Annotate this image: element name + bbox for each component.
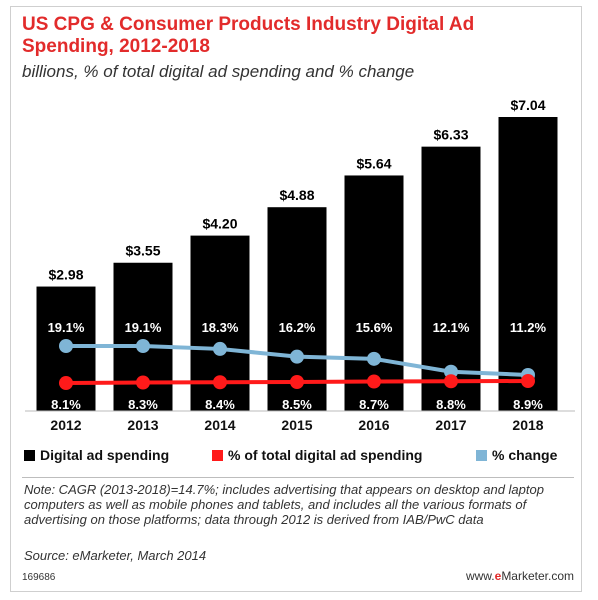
chart-title: US CPG & Consumer Products Industry Digi…: [22, 14, 475, 57]
legend-label-spending: Digital ad spending: [40, 447, 170, 463]
change-label-2014: 18.3%: [202, 320, 239, 335]
divider: [22, 477, 574, 478]
change-label-2018: 11.2%: [510, 320, 547, 335]
share-point-2014: [213, 375, 227, 390]
share-point-2018: [521, 374, 535, 388]
change-label-2012: 19.1%: [48, 320, 85, 335]
chart-id: 169686: [22, 572, 56, 583]
share-point-2012: [59, 376, 73, 390]
bar-2018: [498, 117, 558, 411]
brand-rest: Marketer.com: [501, 569, 574, 583]
legend-item-spending: Digital ad spending: [24, 447, 169, 463]
change-label-2017: 12.1%: [433, 320, 470, 335]
chart-note: Note: CAGR (2013-2018)=14.7%; includes a…: [24, 482, 544, 527]
change-point-2015: [290, 349, 304, 364]
change-label-2016: 15.6%: [356, 320, 393, 335]
share-label-2013: 8.3%: [128, 397, 158, 412]
legend-swatch-change: [476, 449, 487, 461]
legend-swatch-spending: [24, 449, 35, 461]
bar-value-label-2017: $6.33: [433, 127, 468, 143]
x-tick-2014: 2014: [204, 417, 235, 433]
chart-plot: $2.98 19.1% 8.1% $3.55 19.1% 8.3% $4.20 18.3% 8.…: [25, 97, 575, 433]
share-point-2015: [290, 375, 304, 389]
bar-value-label-2012: $2.98: [48, 267, 83, 283]
x-tick-2013: 2013: [127, 417, 158, 433]
x-tick-2018: 2018: [512, 417, 543, 433]
legend-swatch-share: [212, 449, 223, 461]
share-label-2017: 8.8%: [436, 397, 466, 412]
legend-label-change: % change: [492, 447, 558, 463]
x-tick-2017: 2017: [435, 417, 466, 433]
chart-source: Source: eMarketer, March 2014: [24, 548, 207, 563]
change-label-2013: 19.1%: [125, 320, 162, 335]
brand-em: e: [494, 569, 502, 583]
share-point-2016: [367, 374, 381, 389]
chart-legend: Digital ad spending % of total digital a…: [24, 447, 584, 465]
x-tick-2016: 2016: [358, 417, 389, 433]
bar-value-label-2014: $4.20: [202, 216, 237, 232]
bar-value-label-2015: $4.88: [279, 187, 314, 203]
x-tick-2012: 2012: [50, 417, 81, 433]
brand-link[interactable]: www.eMarketer.com: [466, 569, 574, 583]
share-label-2014: 8.4%: [205, 397, 235, 412]
legend-item-share: % of total digital ad spending: [212, 447, 422, 463]
change-point-2013: [136, 339, 150, 353]
bar-value-label-2016: $5.64: [356, 155, 391, 171]
legend-label-share: % of total digital ad spending: [228, 447, 423, 463]
share-point-2013: [136, 375, 150, 390]
share-label-2018: 8.9%: [513, 397, 543, 412]
share-label-2012: 8.1%: [51, 397, 81, 412]
legend-item-change: % change: [476, 447, 557, 463]
share-label-2016: 8.7%: [359, 397, 389, 412]
x-tick-2015: 2015: [281, 417, 312, 433]
change-point-2012: [59, 339, 73, 353]
bar-value-label-2013: $3.55: [125, 243, 160, 259]
share-point-2017: [444, 374, 458, 389]
change-label-2015: 16.2%: [279, 320, 316, 335]
bar-value-label-2018: $7.04: [510, 97, 545, 113]
bar-2016: [344, 175, 404, 411]
change-point-2016: [367, 351, 381, 366]
brand-prefix: www.: [465, 569, 495, 583]
share-label-2015: 8.5%: [282, 397, 312, 412]
chart-subtitle: billions, % of total digital ad spending…: [22, 62, 415, 81]
change-point-2014: [213, 341, 227, 356]
